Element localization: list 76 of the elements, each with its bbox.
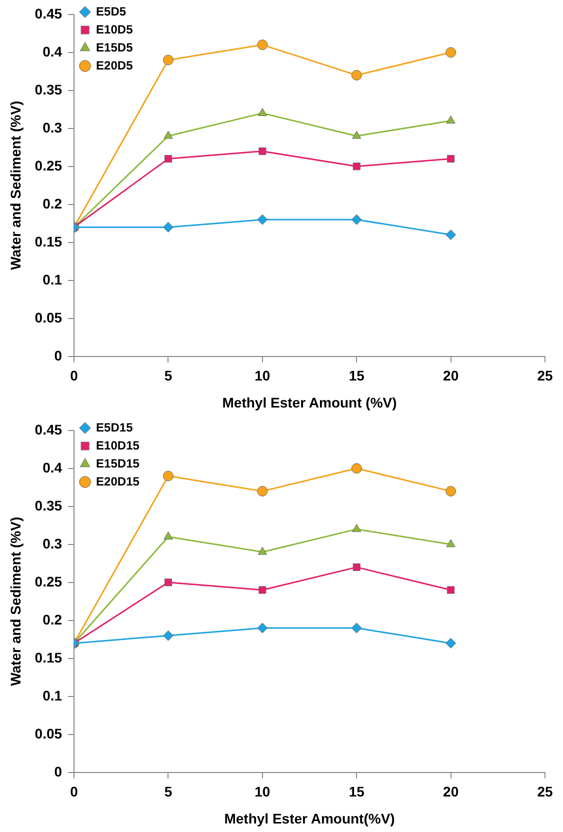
point	[352, 162, 360, 170]
y-tick-label: 0.1	[42, 687, 62, 704]
point	[351, 463, 362, 474]
y-tick-label: 0	[54, 347, 62, 364]
point	[258, 147, 266, 155]
y-tick-label: 0.4	[42, 43, 62, 60]
x-tick-label: 25	[537, 784, 553, 800]
y-tick-label: 0.15	[34, 649, 62, 666]
point	[162, 54, 174, 66]
y-axis-title: Water and Sediment (%V)	[7, 100, 24, 270]
x-tick-label: 10	[254, 784, 270, 800]
x-tick-label: 15	[348, 784, 365, 800]
point	[447, 586, 455, 594]
y-tick-label: 0.2	[42, 611, 62, 628]
legend-label: E20D15	[96, 474, 140, 488]
point	[446, 230, 456, 240]
x-tick-label: 25	[537, 368, 553, 384]
point	[164, 155, 172, 163]
y-tick-label: 0.35	[34, 81, 62, 98]
y-tick-label: 0.15	[34, 233, 62, 250]
x-tick-label: 0	[70, 784, 78, 800]
x-tick-label: 15	[348, 368, 365, 384]
point	[164, 578, 172, 586]
y-axis-title: Water and Sediment (%V)	[7, 516, 24, 686]
point	[257, 622, 268, 634]
point	[446, 638, 456, 648]
point	[446, 47, 456, 58]
y-tick-label: 0	[54, 763, 62, 780]
y-tick-label: 0.3	[42, 535, 62, 552]
x-tick-label: 10	[254, 368, 270, 384]
x-tick-label: 20	[443, 368, 459, 384]
y-tick-label: 0.1	[42, 271, 62, 288]
point	[258, 586, 266, 594]
x-tick-label: 0	[70, 368, 78, 384]
point	[351, 622, 362, 634]
point	[352, 130, 362, 139]
point	[352, 563, 360, 571]
legend-label: E10D15	[96, 438, 140, 452]
y-tick-label: 0.45	[34, 421, 62, 438]
point	[257, 486, 268, 496]
x-tick-label: 5	[164, 368, 172, 384]
point	[351, 214, 362, 225]
legend-label: E15D5	[96, 40, 134, 54]
y-tick-label: 0.05	[34, 309, 62, 326]
y-tick-label: 0.4	[42, 459, 62, 476]
y-tick-label: 0.45	[34, 5, 62, 22]
x-tick-label: 5	[164, 784, 172, 800]
x-axis-title: Methyl Ester Amount (%V)	[222, 394, 397, 410]
legend-label: E5D5	[96, 4, 126, 18]
x-axis-title: Methyl Ester Amount(%V)	[224, 810, 395, 826]
point	[162, 630, 174, 641]
legend-label: E20D5	[96, 58, 134, 72]
point	[446, 539, 456, 548]
y-tick-label: 0.05	[34, 725, 62, 742]
x-tick-label: 20	[443, 784, 459, 800]
y-tick-label: 0.25	[34, 573, 62, 590]
y-tick-label: 0.2	[42, 195, 62, 212]
point	[162, 470, 174, 482]
point	[257, 40, 268, 50]
point	[352, 524, 362, 532]
point	[258, 108, 268, 116]
point	[446, 486, 456, 496]
point	[257, 214, 268, 225]
point	[351, 70, 362, 80]
point	[164, 130, 173, 139]
point	[447, 155, 455, 163]
legend-label: E10D5	[96, 22, 134, 36]
point	[162, 222, 174, 232]
legend-label: E5D15	[96, 420, 134, 434]
legend-label: E15D15	[96, 456, 140, 470]
point	[164, 532, 173, 540]
point	[446, 116, 456, 124]
y-tick-label: 0.35	[34, 497, 62, 514]
point	[258, 546, 268, 555]
y-tick-label: 0.3	[42, 119, 62, 136]
y-tick-label: 0.25	[34, 157, 62, 174]
